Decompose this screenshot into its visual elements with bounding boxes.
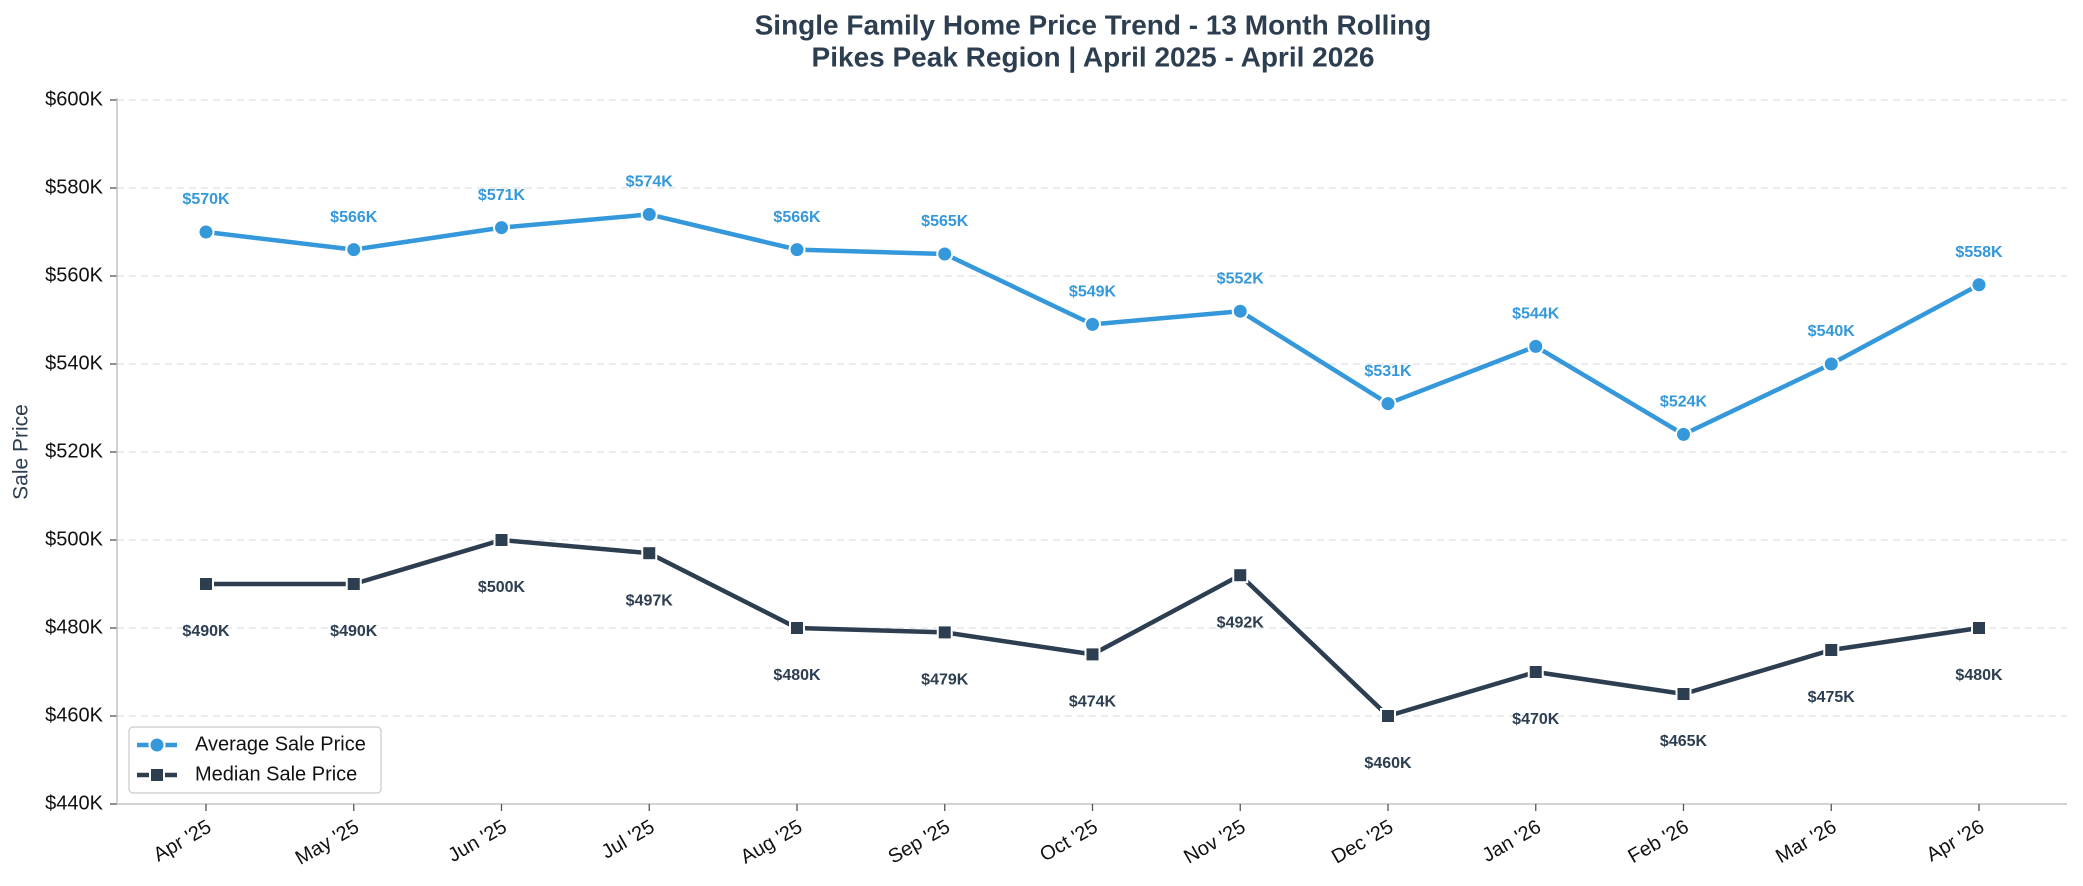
data-point <box>197 223 215 241</box>
data-label: $540K <box>1808 323 1856 340</box>
data-label: $566K <box>773 209 821 226</box>
data-point <box>1231 302 1249 320</box>
data-label: $480K <box>773 667 821 684</box>
data-label: $490K <box>330 623 378 640</box>
y-axis-label: Sale Price <box>10 404 33 500</box>
x-tick-label: Apr '25 <box>150 816 215 866</box>
data-point <box>1675 425 1692 443</box>
x-tick-label: Jul '25 <box>598 816 659 864</box>
data-label: $570K <box>182 191 230 208</box>
y-tick-label: $580K <box>45 176 103 198</box>
data-label: $531K <box>1364 363 1412 380</box>
data-point <box>345 241 363 259</box>
data-label: $490K <box>182 623 230 640</box>
data-label: $470K <box>1512 711 1560 728</box>
data-point <box>493 219 510 237</box>
x-tick-label: Apr '26 <box>1923 816 1988 866</box>
x-tick-label: Mar '26 <box>1772 816 1840 868</box>
data-point <box>1527 664 1544 680</box>
y-tick-label: $600K <box>45 88 103 110</box>
data-point <box>1675 686 1692 702</box>
data-label: $552K <box>1217 270 1265 287</box>
chart-subtitle: Pikes Peak Region | April 2025 - April 2… <box>812 41 1375 72</box>
data-point <box>345 576 362 592</box>
x-tick-label: Dec '25 <box>1328 816 1397 869</box>
data-label: $549K <box>1069 284 1117 301</box>
data-point <box>789 620 805 636</box>
data-label: $566K <box>330 209 378 226</box>
data-point <box>1527 337 1545 355</box>
x-tick-label: Jun '25 <box>444 816 510 867</box>
x-tick-label: Sep '25 <box>885 816 954 869</box>
data-point <box>641 545 658 562</box>
data-point <box>1970 276 1988 294</box>
data-point <box>1084 646 1101 663</box>
y-tick-label: $460K <box>45 704 103 726</box>
data-label: $465K <box>1660 733 1708 750</box>
data-point <box>1823 642 1840 658</box>
legend-marker <box>149 767 165 783</box>
data-point <box>493 532 510 548</box>
data-label: $492K <box>1217 614 1265 631</box>
x-tick-label: Oct '25 <box>1036 816 1101 866</box>
data-label: $500K <box>478 579 526 596</box>
y-tick-label: $540K <box>45 352 103 374</box>
x-tick-label: Nov '25 <box>1180 816 1249 869</box>
x-tick-label: Feb '26 <box>1624 816 1692 868</box>
data-label: $474K <box>1069 694 1117 711</box>
legend-marker <box>148 736 166 754</box>
data-point <box>198 576 214 592</box>
data-label: $475K <box>1808 689 1856 706</box>
data-point <box>1822 355 1840 373</box>
data-point <box>936 245 954 263</box>
data-label: $480K <box>1955 667 2003 684</box>
x-tick-label: May '25 <box>292 816 363 870</box>
y-tick-label: $560K <box>45 264 103 286</box>
data-label: $558K <box>1955 244 2003 261</box>
x-tick-label: Aug '25 <box>737 816 806 869</box>
legend-label: Median Sale Price <box>195 763 357 785</box>
data-label: $574K <box>626 174 674 191</box>
x-tick-label: Jan '26 <box>1479 816 1545 867</box>
data-label: $497K <box>626 592 674 609</box>
data-point <box>640 205 658 223</box>
legend-label: Average Sale Price <box>195 733 366 755</box>
data-point <box>1379 395 1397 413</box>
data-point <box>936 624 953 641</box>
data-point <box>1084 315 1101 333</box>
chart-title: Single Family Home Price Trend - 13 Mont… <box>755 9 1432 40</box>
data-label: $565K <box>921 213 969 230</box>
y-tick-label: $520K <box>45 440 103 462</box>
y-tick-label: $440K <box>45 792 103 814</box>
data-label: $460K <box>1364 755 1412 772</box>
data-point <box>1971 620 1987 636</box>
data-label: $571K <box>478 187 526 204</box>
legend-box <box>128 726 382 794</box>
data-label: $479K <box>921 672 969 689</box>
data-point <box>788 241 806 259</box>
y-tick-label: $500K <box>45 528 103 550</box>
data-label: $544K <box>1512 306 1560 323</box>
y-tick-label: $480K <box>45 616 103 638</box>
data-point <box>1380 708 1396 724</box>
data-label: $524K <box>1660 394 1708 411</box>
data-point <box>1232 567 1249 584</box>
